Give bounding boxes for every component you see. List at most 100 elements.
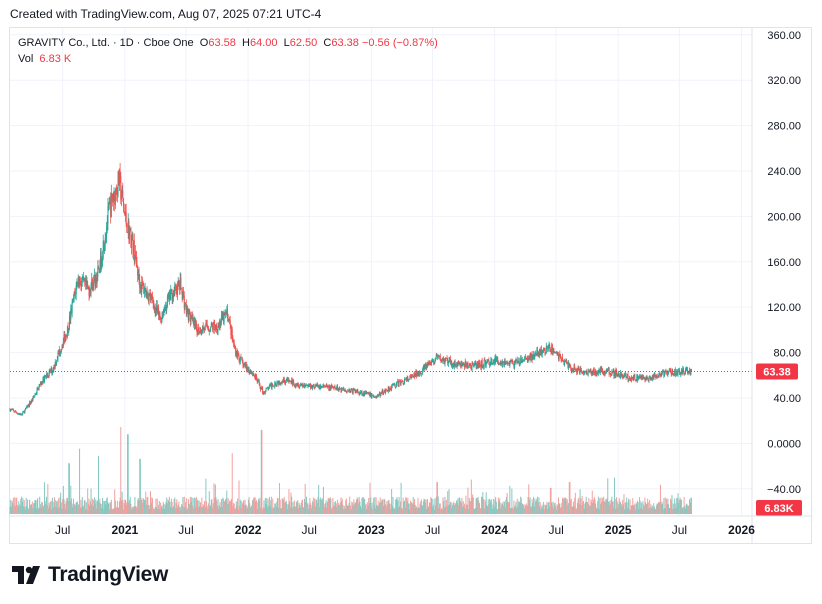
candle-body <box>431 360 433 363</box>
chart-frame[interactable] <box>9 27 812 544</box>
volume-bar <box>33 502 35 514</box>
volume-bar <box>679 497 681 514</box>
candle-body <box>678 368 680 372</box>
volume-bar <box>439 503 441 514</box>
candle-body <box>682 368 684 374</box>
candle-body <box>414 373 416 378</box>
candle-body <box>114 193 116 205</box>
candle-body <box>672 373 674 375</box>
volume-bar <box>82 505 84 514</box>
volume-bar <box>14 506 16 514</box>
volume-bar <box>540 509 542 514</box>
volume-bar <box>138 500 140 514</box>
volume-bar <box>349 496 351 514</box>
brand[interactable]: TradingView <box>12 563 168 587</box>
symbol-legend[interactable]: GRAVITY Co., Ltd. · 1D · Cboe One O63.58… <box>18 35 438 67</box>
volume-bar <box>497 509 499 514</box>
candle-body <box>491 363 493 365</box>
high-label: H <box>242 37 250 49</box>
volume-bar <box>526 505 528 514</box>
candle-body <box>363 392 365 396</box>
candle-body <box>680 372 682 375</box>
volume-bar <box>497 497 499 514</box>
candle-body <box>555 351 557 353</box>
volume-bar <box>475 498 477 514</box>
candle-body <box>185 304 187 314</box>
volume-bar <box>102 498 104 514</box>
volume-bar <box>615 498 617 514</box>
candle-body <box>10 409 12 411</box>
candle-body <box>199 327 201 333</box>
candle-body <box>592 372 594 375</box>
candle-body <box>41 381 43 384</box>
candle-body <box>312 385 314 389</box>
volume-bar <box>477 496 479 514</box>
volume-bar <box>485 492 487 514</box>
volume-bar <box>158 504 160 514</box>
volume-bar <box>443 500 445 514</box>
volume-bar <box>408 503 410 514</box>
candle-body <box>616 374 618 376</box>
last-volume-badge <box>756 500 802 516</box>
volume-bar <box>302 507 304 514</box>
candle-body <box>406 377 408 381</box>
candle-body <box>234 347 236 349</box>
candle-body <box>684 373 686 375</box>
volume-bar <box>32 507 34 514</box>
candle-body <box>508 363 510 366</box>
volume-bar <box>514 505 516 514</box>
candle-body <box>461 361 463 367</box>
candle-body <box>192 317 194 320</box>
candle-body <box>259 384 261 388</box>
volume-bar <box>206 501 208 514</box>
volume-bar <box>278 507 280 514</box>
candle-body <box>160 318 162 321</box>
candle-body <box>514 360 516 368</box>
candle-body <box>56 359 58 361</box>
candle-body <box>134 258 136 262</box>
volume-bar <box>308 504 310 514</box>
volume-bar <box>548 501 550 514</box>
candle-body <box>685 368 687 370</box>
candle-body <box>155 307 157 312</box>
grid-lines <box>10 28 752 516</box>
candle-body <box>297 384 299 387</box>
volume-bar <box>241 501 243 514</box>
volume-bar <box>204 507 206 514</box>
volume-bar <box>99 498 101 514</box>
volume-bar <box>46 504 48 514</box>
volume-bar <box>322 498 324 514</box>
candle-body <box>18 413 20 415</box>
volume-bar <box>541 506 543 514</box>
volume-bar <box>246 508 248 514</box>
volume-bar <box>556 504 558 514</box>
candle-body <box>458 361 460 365</box>
volume-bar <box>103 508 105 514</box>
candle-body <box>497 363 499 365</box>
volume-bar <box>83 506 85 514</box>
candle-body <box>583 372 585 375</box>
volume-bar <box>165 501 167 514</box>
volume-bar <box>427 506 429 514</box>
volume-bar <box>334 505 336 514</box>
candle-body <box>367 392 369 394</box>
candle-body <box>34 394 36 396</box>
candle-body <box>287 378 289 381</box>
volume-bar <box>474 508 476 514</box>
candle-body <box>104 244 106 251</box>
volume-bar <box>626 497 628 514</box>
candle-body <box>353 389 355 391</box>
candle-body <box>624 373 626 378</box>
volume-bar <box>189 504 191 514</box>
candle-body <box>503 360 505 366</box>
volume-bar <box>486 505 488 514</box>
candle-body <box>77 276 79 286</box>
candle-body <box>500 361 502 364</box>
candle-body <box>231 329 233 335</box>
candle-body <box>94 274 96 285</box>
candle-body <box>70 308 72 313</box>
candle-body <box>337 385 339 390</box>
volume-bar <box>287 509 289 514</box>
candle-body <box>162 313 164 316</box>
